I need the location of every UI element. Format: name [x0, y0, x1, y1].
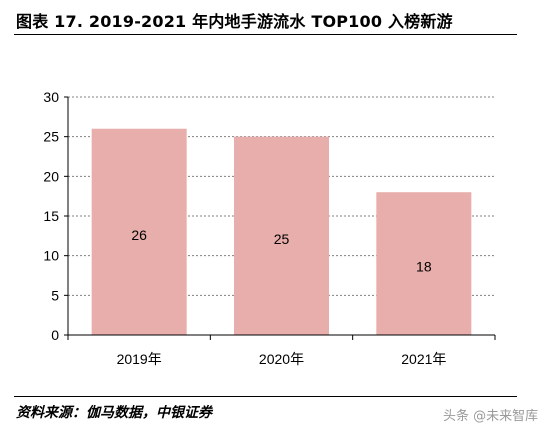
bars — [91, 128, 472, 335]
bar — [376, 192, 472, 335]
watermark: 头条 @未来智库 — [443, 409, 539, 424]
bar — [234, 136, 329, 335]
x-tick-label: 2021年 — [401, 351, 446, 367]
y-tick-label: 15 — [43, 208, 59, 224]
chart-title: 图表 17. 2019-2021 年内地手游流水 TOP100 入榜新游 — [16, 12, 453, 31]
top-rule — [14, 34, 517, 35]
x-tick-label: 2020年 — [259, 351, 304, 367]
bar-data-label: 18 — [416, 259, 432, 275]
bar-data-label: 26 — [131, 227, 147, 243]
labels: 0 5 10 15 20 25 30 26 2019年 25 2020年 18 2021年 — [43, 89, 446, 367]
y-tick-label: 5 — [51, 287, 59, 303]
y-tick-label: 30 — [43, 89, 59, 105]
axes — [64, 96, 496, 340]
source-note: 资料来源：伽马数据，中银证券 — [16, 405, 212, 421]
bar — [91, 128, 187, 335]
y-tick-label: 0 — [51, 327, 59, 343]
x-tick-label: 2019年 — [117, 351, 162, 367]
y-tick-label: 10 — [43, 248, 59, 264]
y-tick-label: 25 — [43, 129, 59, 145]
bottom-rule — [14, 396, 517, 397]
y-tick-label: 20 — [43, 168, 59, 184]
bar-data-label: 25 — [274, 231, 290, 247]
